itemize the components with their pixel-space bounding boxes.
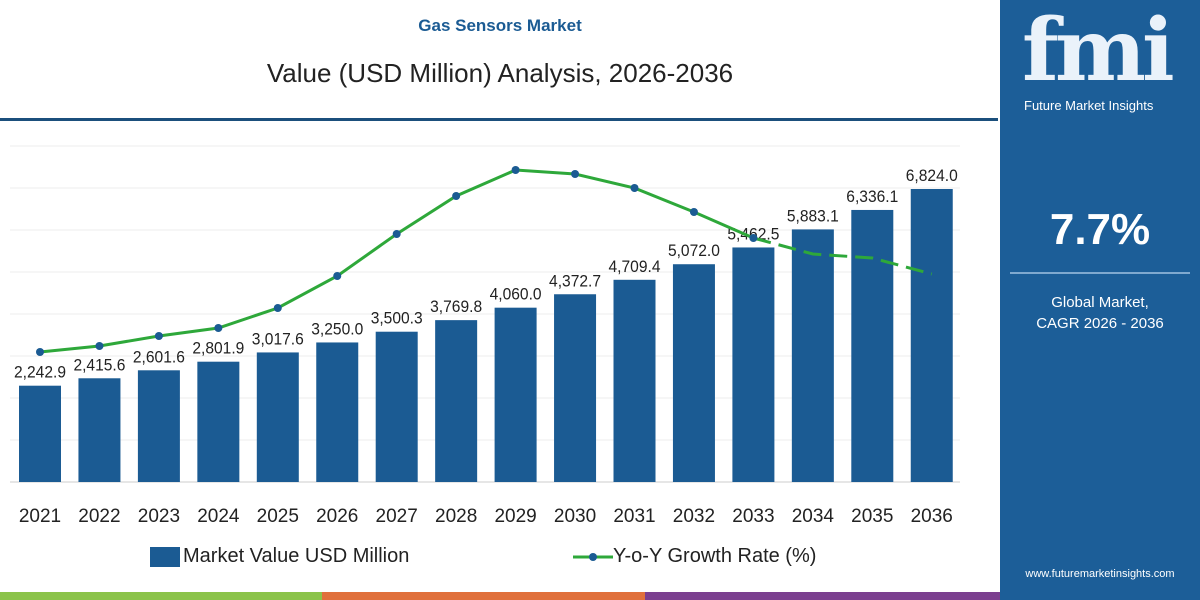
data-label-2028: 3,769.8 [430, 297, 482, 316]
growth-point-2025 [273, 304, 282, 312]
stripe-purple [645, 592, 1000, 600]
x-tick-2035: 2035 [851, 506, 893, 527]
data-label-2032: 5,072.0 [668, 241, 720, 260]
data-label-2025: 3,017.6 [252, 329, 304, 348]
bar-2029 [494, 307, 537, 482]
data-label-2031: 4,709.4 [609, 257, 661, 276]
growth-point-2024 [214, 324, 223, 332]
bar-2036 [910, 189, 953, 482]
x-tick-2031: 2031 [613, 506, 655, 527]
x-tick-2029: 2029 [494, 506, 536, 527]
bar-2023 [137, 370, 180, 482]
legend-line: Y-o-Y Growth Rate (%) [573, 545, 816, 568]
x-tick-2026: 2026 [316, 506, 358, 527]
x-tick-2028: 2028 [435, 506, 477, 527]
x-tick-2036: 2036 [911, 506, 953, 527]
brand-panel: fmi Future Market Insights 7.7% Global M… [1000, 0, 1200, 600]
legend-line-swatch [573, 552, 613, 561]
x-tick-2025: 2025 [257, 506, 299, 527]
x-tick-2027: 2027 [376, 506, 418, 527]
chart-kicker: Gas Sensors Market [418, 16, 582, 35]
growth-point-2031 [630, 184, 639, 192]
legend-line-label: Y-o-Y Growth Rate (%) [613, 545, 817, 567]
data-label-2022: 2,415.6 [73, 355, 125, 374]
bar-2022 [78, 378, 121, 482]
x-tick-2034: 2034 [792, 506, 835, 527]
growth-point-2026 [333, 272, 342, 280]
data-label-2023: 2,601.6 [133, 347, 185, 366]
bar-2025 [256, 352, 299, 482]
bar-2032 [672, 264, 715, 482]
x-tick-2024: 2024 [197, 506, 240, 527]
bar-2028 [435, 320, 478, 482]
cagr-label-line2: CAGR 2026 - 2036 [1036, 315, 1164, 332]
x-tick-2030: 2030 [554, 506, 596, 527]
bar-2021 [19, 385, 61, 482]
stripe-green [0, 592, 322, 600]
legend-bar-label: Market Value USD Million [183, 545, 410, 567]
growth-point-2022 [95, 342, 104, 350]
growth-point-2028 [452, 192, 461, 200]
chart-area: 2,242.9 2021 2,415.6 2022 2,601.6 2023 2,801.9… [10, 145, 960, 527]
website-link[interactable]: www.futuremarketinsights.com [1025, 568, 1175, 580]
bar-2034 [791, 229, 834, 482]
data-label-2027: 3,500.3 [371, 309, 423, 328]
cagr-label: Global Market, CAGR 2026 - 2036 [1000, 292, 1200, 334]
data-label-2021: 2,242.9 [14, 363, 66, 382]
data-label-2035: 6,336.1 [846, 187, 898, 206]
cagr-label-line1: Global Market, [1051, 294, 1149, 311]
x-tick-2023: 2023 [138, 506, 180, 527]
bar-2026 [316, 342, 359, 482]
data-label-2024: 2,801.9 [192, 339, 244, 358]
x-tick-2032: 2032 [673, 506, 715, 527]
growth-point-2027 [392, 230, 401, 238]
cagr-divider [1010, 272, 1190, 274]
data-label-2030: 4,372.7 [549, 271, 601, 290]
data-label-2029: 4,060.0 [490, 285, 542, 304]
bar-2030 [554, 294, 597, 482]
growth-point-2030 [571, 170, 580, 178]
legend-bar-swatch [150, 546, 180, 567]
stripe-orange [322, 592, 645, 600]
growth-point-2023 [154, 332, 163, 340]
data-label-2033: 5,462.5 [727, 224, 779, 243]
growth-point-2021 [36, 348, 44, 356]
title-divider [0, 118, 998, 121]
data-label-2034: 5,883.1 [787, 206, 839, 225]
bar-2027 [375, 331, 418, 482]
bar-2033 [732, 247, 775, 482]
x-tick-2022: 2022 [78, 506, 120, 527]
fmi-logo: fmi [1022, 0, 1175, 101]
bar-2031 [613, 279, 656, 482]
growth-point-2029 [511, 166, 520, 174]
logo-subtitle: Future Market Insights [1024, 98, 1154, 113]
data-label-2036: 6,824.0 [906, 166, 958, 185]
x-tick-2033: 2033 [732, 506, 774, 527]
cagr-value: 7.7% [1049, 205, 1151, 254]
growth-point-2033 [749, 234, 758, 242]
bar-2024 [197, 361, 240, 482]
data-label-2026: 3,250.0 [311, 319, 363, 338]
bar-2035 [851, 209, 894, 483]
legend-bar: Market Value USD Million [150, 545, 409, 568]
x-tick-2021: 2021 [19, 506, 61, 527]
chart-title: Value (USD Million) Analysis, 2026-2036 [266, 58, 734, 88]
growth-point-2032 [689, 208, 698, 216]
growth-line-dashed [753, 236, 933, 276]
